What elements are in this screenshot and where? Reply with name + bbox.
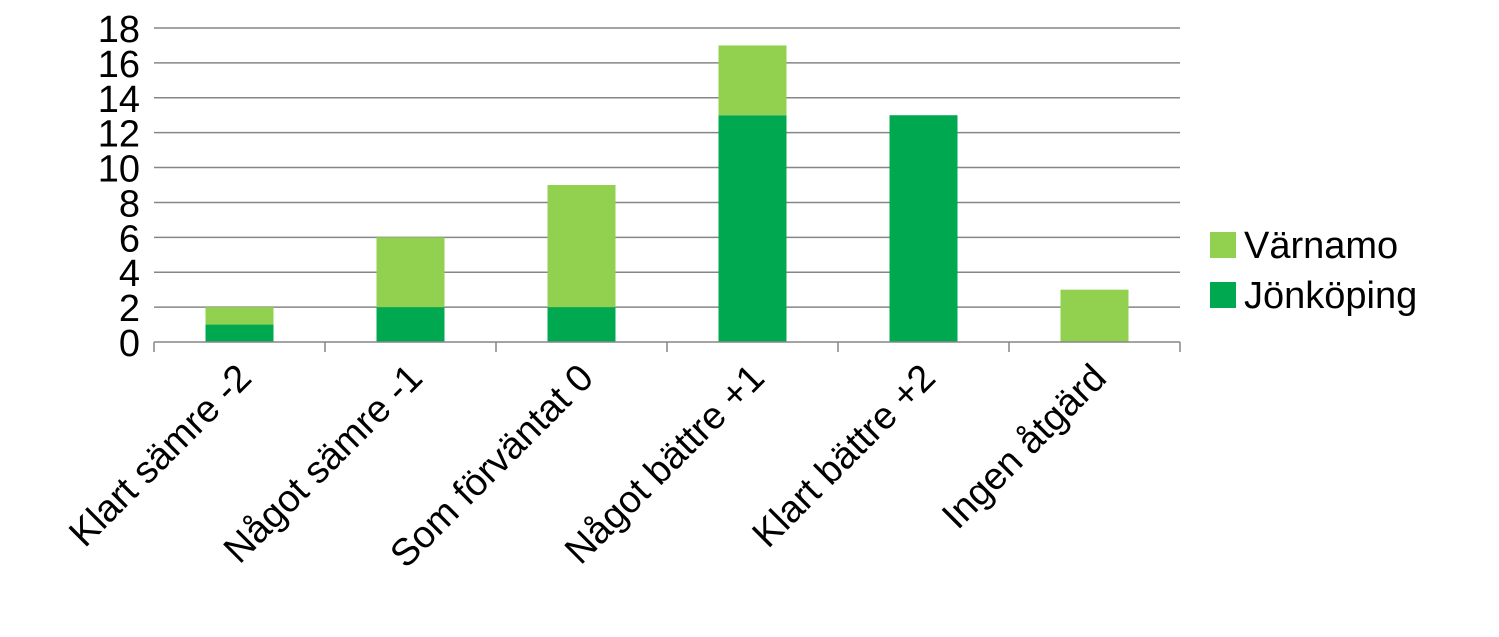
y-tick-label: 14 <box>98 79 140 121</box>
legend: Värnamo Jönköping <box>1210 225 1417 317</box>
y-tick-label: 4 <box>119 253 140 295</box>
bar-j-nk-ping-1 <box>376 307 445 342</box>
bars <box>205 45 1129 342</box>
gridlines <box>154 27 1180 308</box>
x-category-label: Ingen åtgärd <box>934 357 1115 538</box>
x-category-label: Klart sämre -2 <box>61 357 259 555</box>
axes <box>153 341 1181 352</box>
bar-j-nk-ping-0 <box>205 324 274 342</box>
y-tick-label: 16 <box>98 44 140 86</box>
y-tick-label: 6 <box>119 218 140 260</box>
y-tick-label: 12 <box>98 114 140 156</box>
legend-label: Jönköping <box>1244 275 1417 317</box>
legend-swatch-v-rnamo <box>1210 232 1236 258</box>
legend-label: Värnamo <box>1244 225 1398 267</box>
bar-j-nk-ping-2 <box>547 307 616 342</box>
y-tick-label: 0 <box>119 323 140 365</box>
bar-v-rnamo-5 <box>1060 289 1129 342</box>
x-category-label: Klart bättre +2 <box>745 357 944 556</box>
y-tick-label: 2 <box>119 288 140 330</box>
bar-v-rnamo-3 <box>718 45 787 116</box>
y-tick-label: 8 <box>119 183 140 225</box>
bar-j-nk-ping-4 <box>889 115 958 342</box>
bar-j-nk-ping-3 <box>718 115 787 342</box>
bar-v-rnamo-0 <box>205 307 274 325</box>
y-tick-label: 10 <box>98 149 140 191</box>
legend-swatch-j-nk-ping <box>1210 282 1236 308</box>
bar-v-rnamo-2 <box>547 185 616 308</box>
bar-v-rnamo-1 <box>376 237 445 308</box>
y-tick-label: 18 <box>98 9 140 51</box>
